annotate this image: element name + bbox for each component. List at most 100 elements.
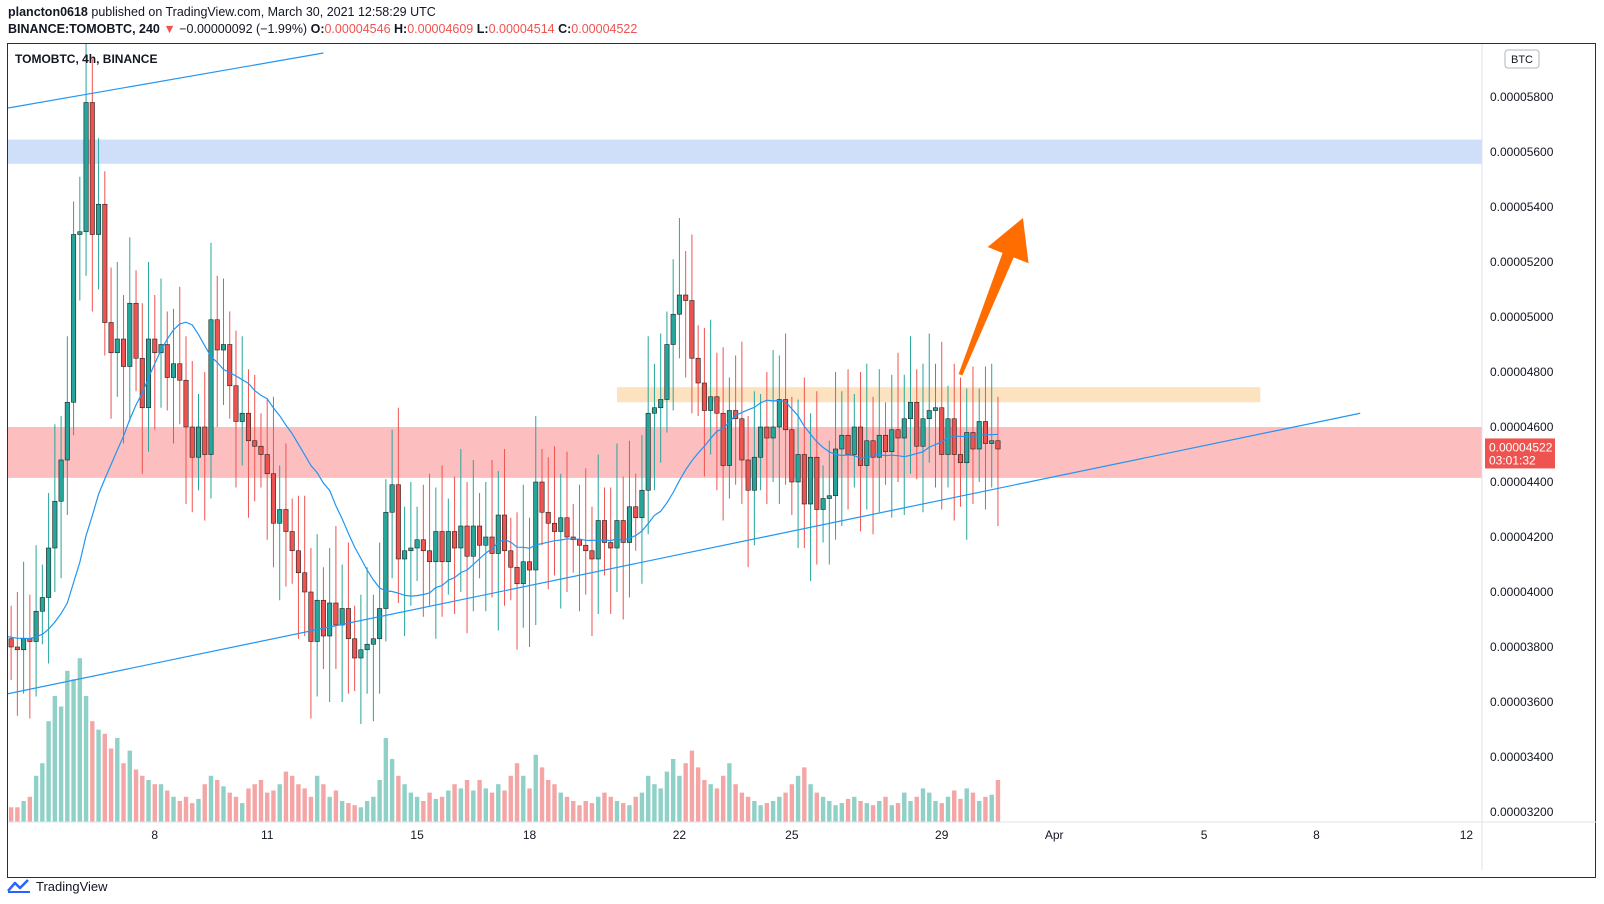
- volume-bar: [933, 801, 938, 822]
- volume-bar: [764, 803, 770, 822]
- tradingview-logo-icon[interactable]: [6, 878, 32, 894]
- candle-body: [83, 102, 89, 233]
- volume-bar: [246, 788, 251, 822]
- candle-body: [576, 539, 582, 546]
- candle-body: [589, 550, 595, 560]
- candle-body: [96, 203, 102, 235]
- volume-bar: [658, 788, 663, 822]
- volume-bar: [346, 803, 351, 822]
- volume-bar: [708, 784, 713, 822]
- volume-bar: [65, 670, 70, 822]
- volume-bar: [927, 792, 932, 822]
- volume-bar: [8, 807, 14, 822]
- volume-bar: [596, 796, 601, 822]
- volume-bar: [108, 748, 114, 822]
- countdown-label: 03:01:32: [1489, 453, 1536, 467]
- x-tick-label: 8: [1313, 828, 1320, 842]
- volume-bar: [127, 750, 132, 822]
- candle-body: [820, 498, 826, 510]
- volume-bar: [46, 721, 51, 822]
- candle-body: [670, 313, 676, 345]
- volume-bar: [27, 796, 33, 822]
- candle-body: [564, 517, 570, 538]
- volume-bar: [908, 801, 913, 822]
- volume-bar: [833, 805, 838, 822]
- zone-breakout: [616, 387, 1261, 403]
- candle-body: [508, 550, 514, 568]
- candle-body: [901, 418, 907, 439]
- volume-bar: [77, 658, 83, 822]
- volume-bar: [52, 696, 58, 822]
- tradingview-brand[interactable]: TradingView: [36, 878, 108, 894]
- footer: TradingView: [6, 878, 108, 894]
- candle-body: [533, 481, 539, 571]
- volume-bar: [645, 775, 651, 822]
- candle-body: [989, 440, 995, 444]
- candle-body: [689, 300, 695, 359]
- candle-body: [46, 547, 52, 598]
- candle-body: [614, 520, 620, 549]
- candle-body: [14, 646, 20, 651]
- volume-bar: [802, 767, 807, 822]
- y-tick-label: 0.00005400: [1490, 200, 1554, 214]
- candle-body: [64, 401, 70, 461]
- ohlc-line: BINANCE:TOMOBTC, 240 ▼ −0.00000092 (−1.9…: [8, 22, 637, 36]
- up-arrow-icon: [958, 218, 1029, 376]
- volume-bar: [364, 801, 370, 822]
- candle-body: [477, 525, 483, 546]
- candle-body: [352, 638, 358, 659]
- candle-body: [39, 597, 45, 612]
- volume-bar: [795, 775, 801, 822]
- volume-bar: [614, 801, 620, 822]
- currency-label: BTC: [1511, 54, 1533, 66]
- candle-body: [758, 426, 764, 458]
- volume-bar: [914, 796, 919, 822]
- candle-body: [239, 412, 245, 422]
- candle-body: [608, 542, 614, 549]
- candle-body: [726, 410, 732, 466]
- candle-body: [708, 396, 714, 411]
- candle-body: [864, 440, 870, 466]
- volume-bar: [533, 754, 538, 822]
- volume-bar: [733, 784, 738, 822]
- volume-bar: [839, 803, 845, 822]
- candle-body: [483, 536, 489, 546]
- volume-bar: [383, 738, 389, 822]
- volume-bar: [102, 733, 108, 822]
- volume-bar: [402, 784, 407, 822]
- candle-body: [895, 429, 901, 439]
- volume-bar: [96, 729, 101, 822]
- y-tick-label: 0.00004000: [1490, 585, 1554, 599]
- candle-body: [233, 385, 239, 422]
- volume-bar: [308, 796, 314, 822]
- volume-bar: [433, 798, 439, 822]
- volume-bar: [302, 788, 307, 822]
- candle-body: [370, 638, 376, 645]
- candle-body: [364, 643, 370, 651]
- volume-bar: [677, 775, 682, 822]
- candle-body: [520, 561, 526, 585]
- volume-bar: [489, 792, 495, 822]
- volume-bar: [352, 805, 357, 822]
- candle-body: [408, 547, 414, 552]
- volume-bar: [115, 738, 120, 822]
- candle-body: [252, 440, 258, 447]
- volume-bar: [608, 796, 613, 822]
- volume-bar: [477, 780, 482, 822]
- candle-body: [995, 440, 1001, 450]
- volume-bar: [777, 796, 782, 822]
- candle-body: [826, 495, 832, 499]
- volume-bar: [864, 803, 869, 822]
- candle-body: [133, 302, 139, 359]
- candle-body: [220, 344, 226, 351]
- chart-frame[interactable]: [7, 43, 1596, 878]
- volume-bar: [496, 784, 501, 822]
- high-label: H:: [394, 22, 408, 36]
- volume-bar: [945, 796, 951, 822]
- volume-bar: [190, 803, 195, 822]
- volume-bar: [183, 796, 189, 822]
- candle-body: [89, 102, 95, 235]
- author-name[interactable]: plancton0618: [8, 5, 88, 19]
- publish-info: plancton0618 published on TradingView.co…: [8, 5, 436, 19]
